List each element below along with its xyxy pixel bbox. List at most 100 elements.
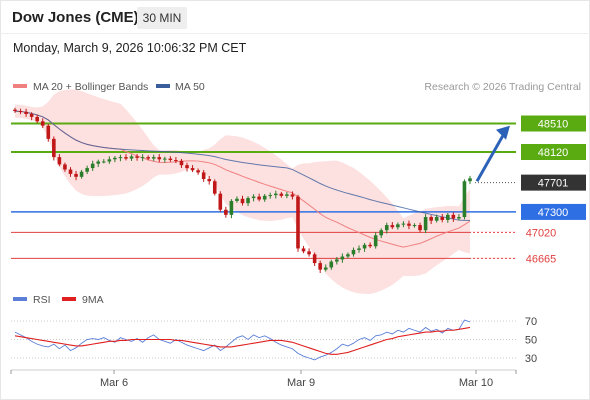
candle-37 <box>218 191 223 213</box>
candle-body <box>468 178 472 182</box>
candle-body <box>224 209 228 215</box>
candle-14 <box>90 160 95 171</box>
candle-body <box>118 157 123 159</box>
candle-47 <box>273 190 278 199</box>
legend-label-ma50: MA 50 <box>175 81 205 93</box>
candle-9 <box>63 162 67 172</box>
candle-4 <box>35 114 39 124</box>
candle-body <box>157 157 162 160</box>
candle-17 <box>107 156 112 164</box>
candle-body <box>323 267 328 270</box>
header-divider <box>0 33 590 34</box>
level-box-47300 <box>521 203 586 220</box>
candle-36 <box>212 179 217 196</box>
candle-body <box>440 217 445 220</box>
candle-body <box>418 225 422 231</box>
candle-23 <box>140 154 145 162</box>
candle-body <box>235 198 239 201</box>
candle-46 <box>268 192 273 199</box>
candle-74 <box>423 214 428 234</box>
candles <box>13 107 472 274</box>
candle-body <box>46 125 51 139</box>
candle-29 <box>174 157 178 164</box>
candle-38 <box>224 206 228 218</box>
candle-69 <box>396 222 400 230</box>
legend-swatch-ma20 <box>13 84 27 88</box>
rsi-tick-70: 70 <box>525 316 537 328</box>
candle-body <box>29 114 34 117</box>
candle-body <box>163 158 167 160</box>
candle-50 <box>290 191 295 200</box>
candle-body <box>196 170 200 173</box>
candle-body <box>129 156 134 159</box>
time-axis-labels: Mar 6 Mar 9 Mar 10 <box>10 370 517 389</box>
datetime-label: Monday, March 9, 2026 10:06:32 PM CET <box>13 41 247 55</box>
candle-62 <box>357 245 361 253</box>
candle-63 <box>362 242 367 252</box>
candle-35 <box>207 176 212 185</box>
candle-30 <box>179 158 184 169</box>
candle-61 <box>351 247 356 257</box>
candle-body <box>40 121 45 126</box>
candle-10 <box>68 167 73 177</box>
candle-body <box>246 198 250 204</box>
candle-body <box>240 198 245 204</box>
candle-54 <box>312 252 317 266</box>
candle-51 <box>296 194 300 252</box>
candle-8 <box>57 154 62 167</box>
candle-60 <box>346 252 350 259</box>
candle-32 <box>190 165 195 173</box>
candle-body <box>13 109 17 112</box>
candle-3 <box>29 112 34 121</box>
candle-body <box>301 248 306 252</box>
candle-body <box>379 230 384 236</box>
bollinger-band-area <box>15 89 470 294</box>
level-label-47300: 47300 <box>538 207 569 219</box>
candle-body <box>174 160 178 162</box>
candle-body <box>351 249 356 255</box>
bollinger-band <box>15 89 470 294</box>
candle-body <box>407 223 411 226</box>
legend-swatch-9ma <box>62 297 76 301</box>
level-label-48120: 48120 <box>538 147 569 159</box>
candle-body <box>457 217 461 219</box>
candle-body <box>312 254 317 264</box>
candle-75 <box>429 215 433 225</box>
candle-body <box>229 200 234 215</box>
candle-59 <box>340 253 345 263</box>
candle-body <box>179 160 184 166</box>
candle-27 <box>163 156 167 163</box>
ma50-line <box>14 110 471 222</box>
candle-body <box>285 194 289 196</box>
candle-42 <box>246 196 250 207</box>
candle-body <box>68 169 73 174</box>
candle-body <box>201 172 206 180</box>
candle-body <box>79 171 84 177</box>
candle-73 <box>418 222 422 233</box>
candle-64 <box>368 242 372 249</box>
candle-body <box>368 244 372 247</box>
candle-40 <box>235 196 239 203</box>
candle-body <box>185 165 189 169</box>
timeframe-button[interactable]: 30 MIN <box>137 7 187 29</box>
candle-body <box>318 263 322 270</box>
candle-body <box>335 259 339 262</box>
candle-body <box>24 111 28 114</box>
candle-body <box>451 214 456 219</box>
candle-body <box>268 195 273 197</box>
candle-body <box>74 173 78 177</box>
instrument-title: Dow Jones (CME) <box>12 9 139 26</box>
candle-body <box>401 223 406 225</box>
candle-25 <box>151 154 156 161</box>
candle-body <box>373 235 378 247</box>
candle-39 <box>229 199 234 219</box>
candle-31 <box>185 162 189 172</box>
time-label-0: Mar 6 <box>100 377 128 389</box>
legend-swatch-rsi <box>13 297 27 301</box>
forecast-arrow-head <box>496 125 510 140</box>
candle-5 <box>40 118 45 129</box>
candle-76 <box>434 214 439 223</box>
candle-1 <box>18 108 23 115</box>
candle-body <box>446 214 450 220</box>
